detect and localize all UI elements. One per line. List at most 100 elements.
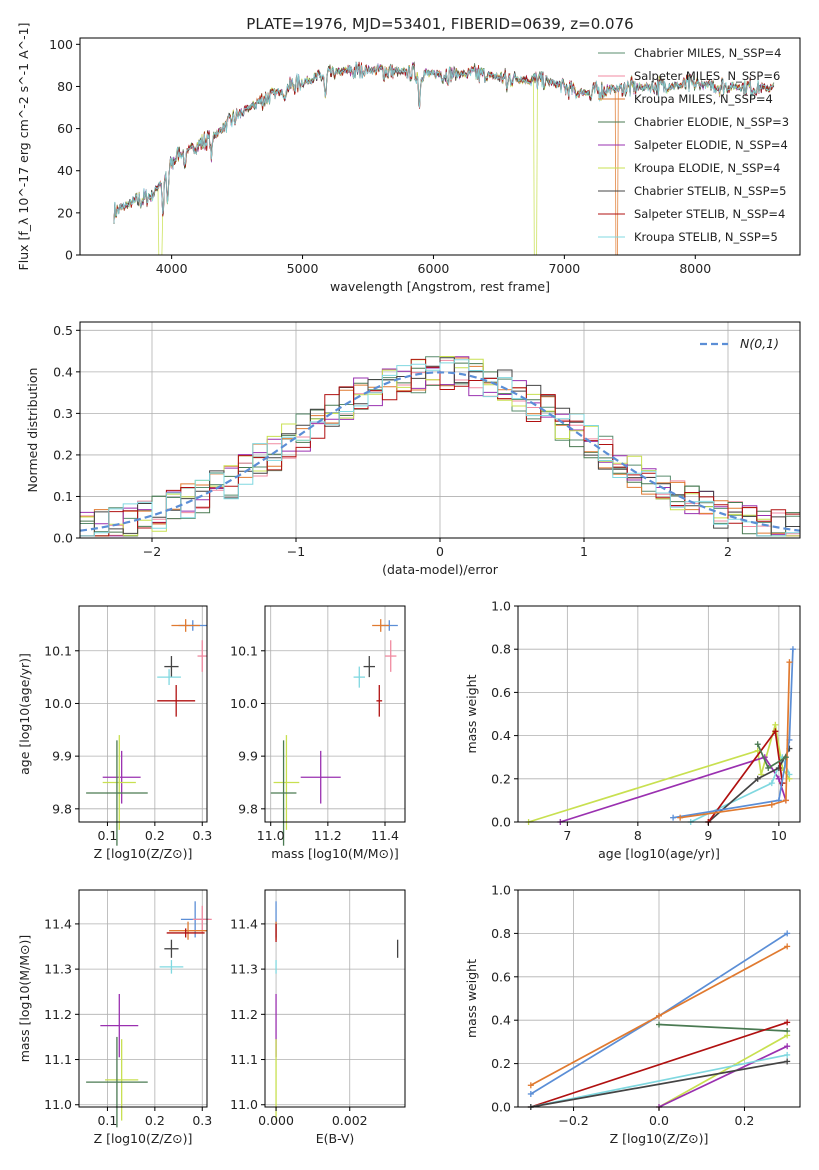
plot-area-mass-weight-vs-Z bbox=[527, 930, 791, 1110]
y-axis-label: mass [log10(M/M⊙)] bbox=[17, 935, 32, 1063]
spectrum-series-8 bbox=[113, 62, 775, 223]
legend-label: Salpeter MILES, N_SSP=6 bbox=[634, 69, 780, 83]
panel-residual-hist: −2 −1 0 1 2 0.0 0.1 0.2 0.3 0.4 0.5 (data-model)/er… bbox=[25, 321, 801, 577]
panel-mass-vs-ebv: 0.000 0.002 11.0 11.1 11.2 11.3 11.4 E(B-V) bbox=[230, 889, 406, 1146]
x-tick-label: 11.2 bbox=[314, 828, 342, 843]
figure-title: PLATE=1976, MJD=53401, FIBERID=0639, z=0… bbox=[246, 15, 633, 33]
x-tick-label: 0.002 bbox=[332, 1113, 368, 1128]
x-tick-label: 10 bbox=[771, 828, 787, 843]
x-axis-label: mass [log10(M/M⊙)] bbox=[271, 846, 399, 861]
y-tick-label: 0.0 bbox=[53, 531, 73, 546]
x-tick-label: 11.4 bbox=[371, 828, 399, 843]
plot-area-age-vs-Z bbox=[86, 619, 207, 846]
y-tick-label: 11.3 bbox=[44, 962, 72, 977]
x-tick-label: 0.2 bbox=[145, 1113, 165, 1128]
x-tick-label: 8 bbox=[634, 828, 642, 843]
x-tick-label: 0.2 bbox=[735, 1113, 755, 1128]
y-tick-label: 40 bbox=[57, 163, 73, 178]
x-axis-label: (data-model)/error bbox=[382, 562, 499, 577]
x-tick-label: 0 bbox=[436, 544, 444, 559]
y-tick-label: 1.0 bbox=[491, 599, 511, 614]
panel-mass-weight-vs-Z: −0.2 0.0 0.2 0.0 0.2 0.4 0.6 0.8 1.0 Z [log10(Z/Z… bbox=[464, 883, 801, 1146]
y-tick-label: 0 bbox=[65, 248, 73, 263]
plot-area-mass-vs-ebv bbox=[275, 901, 399, 1121]
y-tick-label: 0.4 bbox=[491, 1013, 511, 1028]
y-tick-label: 11.4 bbox=[230, 916, 258, 931]
legend-label: Salpeter STELIB, N_SSP=4 bbox=[634, 207, 785, 221]
axes-frame bbox=[78, 889, 208, 1108]
x-axis-label: wavelength [Angstrom, rest frame] bbox=[330, 279, 550, 294]
y-axis-label: age [log10(age/yr)] bbox=[17, 653, 32, 775]
x-axis-label: Z [log10(Z/Z⊙)] bbox=[94, 1131, 193, 1146]
histogram-series-6 bbox=[80, 357, 800, 537]
x-tick-label: 11.0 bbox=[257, 828, 285, 843]
x-axis-label: Z [log10(Z/Z⊙)] bbox=[610, 1131, 709, 1146]
axes-frame bbox=[79, 321, 801, 539]
panel-mass-weight-vs-age: 7 8 9 10 0.0 0.2 0.4 0.6 0.8 1.0 age [log10(age/yr… bbox=[464, 599, 801, 861]
plot-area-spectrum bbox=[113, 61, 775, 256]
y-tick-label: 0.2 bbox=[491, 1056, 511, 1071]
histogram-series-8 bbox=[80, 359, 800, 537]
axes-frame bbox=[517, 605, 801, 823]
x-tick-label: 6000 bbox=[418, 261, 450, 276]
x-tick-label: −0.2 bbox=[558, 1113, 588, 1128]
y-tick-label: 11.1 bbox=[44, 1052, 72, 1067]
weight-series-6 bbox=[530, 1054, 788, 1108]
y-tick-label: 0.0 bbox=[491, 1100, 511, 1115]
y-tick-label: 9.8 bbox=[52, 801, 72, 816]
legend-label: N(0,1) bbox=[740, 336, 779, 351]
panel-age-vs-Z: 0.1 0.2 0.3 9.8 9.9 10.0 10.1 Z [log10(Z/Z⊙)] ag… bbox=[17, 605, 212, 861]
x-tick-label: 4000 bbox=[156, 261, 188, 276]
y-tick-label: 0.6 bbox=[491, 969, 511, 984]
x-tick-label: 8000 bbox=[679, 261, 711, 276]
y-tick-label: 11.4 bbox=[44, 916, 72, 931]
x-tick-label: 7000 bbox=[548, 261, 580, 276]
y-tick-label: 9.9 bbox=[238, 749, 258, 764]
normal-reference-curve bbox=[79, 371, 801, 532]
weight-series-3 bbox=[530, 1021, 788, 1108]
y-tick-label: 1.0 bbox=[491, 883, 511, 898]
legend-label: Chabrier STELIB, N_SSP=5 bbox=[634, 184, 786, 198]
plot-area-residual-hist bbox=[79, 356, 801, 537]
x-tick-label: 7 bbox=[563, 828, 571, 843]
legend-label: Chabrier MILES, N_SSP=4 bbox=[634, 46, 781, 60]
weight-series-1 bbox=[560, 756, 787, 823]
y-tick-label: 0.6 bbox=[491, 685, 511, 700]
legend-label: Kroupa STELIB, N_SSP=5 bbox=[634, 230, 778, 244]
y-tick-label: 11.0 bbox=[230, 1097, 258, 1112]
y-tick-label: 0.0 bbox=[491, 815, 511, 830]
y-tick-label: 0.5 bbox=[53, 323, 73, 338]
x-tick-label: 1 bbox=[580, 544, 588, 559]
y-tick-label: 10.1 bbox=[230, 643, 258, 658]
x-tick-label: 0.1 bbox=[97, 828, 117, 843]
weight-series-2 bbox=[658, 1023, 788, 1032]
x-tick-label: 0.0 bbox=[649, 1113, 669, 1128]
y-tick-label: 11.2 bbox=[230, 1007, 258, 1022]
y-tick-label: 11.0 bbox=[44, 1097, 72, 1112]
y-tick-label: 100 bbox=[49, 37, 73, 52]
y-tick-label: 20 bbox=[57, 205, 73, 220]
x-tick-label: 0.1 bbox=[97, 1113, 117, 1128]
x-tick-label: −1 bbox=[287, 544, 305, 559]
legend-label: Salpeter ELODIE, N_SSP=4 bbox=[634, 138, 788, 152]
y-tick-label: 11.1 bbox=[230, 1052, 258, 1067]
y-tick-label: 9.9 bbox=[52, 749, 72, 764]
y-tick-label: 0.4 bbox=[491, 728, 511, 743]
y-tick-label: 60 bbox=[57, 121, 73, 136]
axes-frame bbox=[78, 605, 208, 823]
x-tick-label: 2 bbox=[724, 544, 732, 559]
legend-label: Kroupa MILES, N_SSP=4 bbox=[634, 92, 773, 106]
weight-series-6 bbox=[679, 662, 791, 819]
y-tick-label: 10.0 bbox=[230, 696, 258, 711]
axes-frame bbox=[517, 889, 801, 1108]
weight-series-7 bbox=[530, 1060, 788, 1108]
y-tick-label: 0.2 bbox=[53, 447, 73, 462]
panel-age-vs-mass: 11.0 11.2 11.4 9.8 9.9 10.0 10.1 mass [log10(M/… bbox=[230, 605, 406, 861]
legend-label: Kroupa ELODIE, N_SSP=4 bbox=[634, 161, 780, 175]
y-tick-label: 0.3 bbox=[53, 406, 73, 421]
weight-series-4 bbox=[658, 1034, 788, 1108]
histogram-series-7 bbox=[80, 358, 800, 537]
x-tick-label: 0.3 bbox=[192, 828, 212, 843]
y-tick-label: 0.8 bbox=[491, 642, 511, 657]
